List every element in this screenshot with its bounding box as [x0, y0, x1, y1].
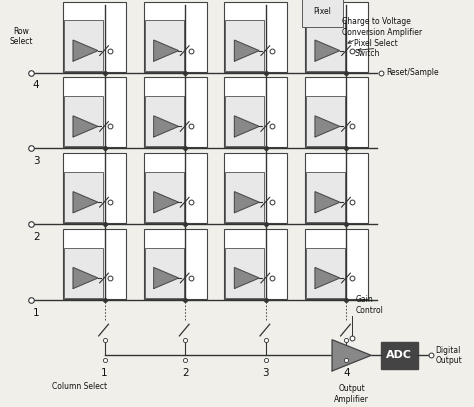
Polygon shape	[235, 40, 259, 61]
Bar	[64, 96, 103, 147]
Text: 1: 1	[33, 308, 39, 318]
Bar	[145, 20, 184, 71]
Bar	[305, 2, 368, 72]
Bar	[63, 153, 126, 223]
Text: Column Select: Column Select	[52, 382, 107, 391]
Bar	[224, 229, 287, 299]
Bar	[64, 247, 103, 298]
Text: Pixel Select
Switch: Pixel Select Switch	[355, 39, 398, 58]
Text: 3: 3	[263, 368, 269, 378]
Polygon shape	[315, 40, 340, 61]
Bar	[306, 247, 345, 298]
Bar	[144, 229, 207, 299]
Bar	[144, 2, 207, 72]
Polygon shape	[315, 267, 340, 289]
Bar	[64, 20, 103, 71]
Bar	[306, 96, 345, 147]
Polygon shape	[73, 116, 98, 137]
Bar	[305, 153, 368, 223]
Bar	[306, 172, 345, 222]
Text: 2: 2	[182, 368, 189, 378]
Bar	[305, 77, 368, 147]
Text: 3: 3	[33, 156, 39, 166]
Bar	[64, 172, 103, 222]
Bar	[144, 77, 207, 147]
Polygon shape	[332, 340, 371, 371]
Text: Gain
Control: Gain Control	[356, 295, 383, 315]
Polygon shape	[154, 40, 178, 61]
Bar	[63, 77, 126, 147]
Bar	[144, 153, 207, 223]
Bar	[224, 2, 287, 72]
Polygon shape	[315, 116, 340, 137]
Polygon shape	[235, 116, 259, 137]
Bar	[225, 247, 264, 298]
Text: 2: 2	[33, 232, 39, 242]
Bar	[381, 342, 418, 369]
Polygon shape	[235, 192, 259, 213]
Bar	[225, 96, 264, 147]
Text: Charge to Voltage
Conversion Amplifier: Charge to Voltage Conversion Amplifier	[342, 17, 422, 43]
Text: ADC: ADC	[386, 350, 412, 360]
Text: Digital
Output: Digital Output	[435, 346, 462, 365]
Bar	[145, 96, 184, 147]
Polygon shape	[73, 267, 98, 289]
Bar	[224, 153, 287, 223]
Polygon shape	[235, 267, 259, 289]
Text: 4: 4	[33, 80, 39, 90]
Bar	[145, 247, 184, 298]
Bar	[224, 77, 287, 147]
Bar	[145, 172, 184, 222]
Text: 4: 4	[343, 368, 350, 378]
Text: Row
Select: Row Select	[9, 27, 33, 46]
Text: Pixel: Pixel	[314, 7, 331, 15]
Polygon shape	[73, 192, 98, 213]
Polygon shape	[154, 192, 178, 213]
Text: 1: 1	[101, 368, 108, 378]
Text: Output
Amplifier: Output Amplifier	[334, 385, 369, 404]
Bar	[63, 229, 126, 299]
Polygon shape	[154, 267, 178, 289]
Bar	[306, 20, 345, 71]
Polygon shape	[315, 192, 340, 213]
Text: Reset/Sample: Reset/Sample	[387, 68, 439, 77]
Bar	[225, 172, 264, 222]
Polygon shape	[154, 116, 178, 137]
Polygon shape	[73, 40, 98, 61]
Bar	[63, 2, 126, 72]
Bar	[225, 20, 264, 71]
Bar	[305, 229, 368, 299]
